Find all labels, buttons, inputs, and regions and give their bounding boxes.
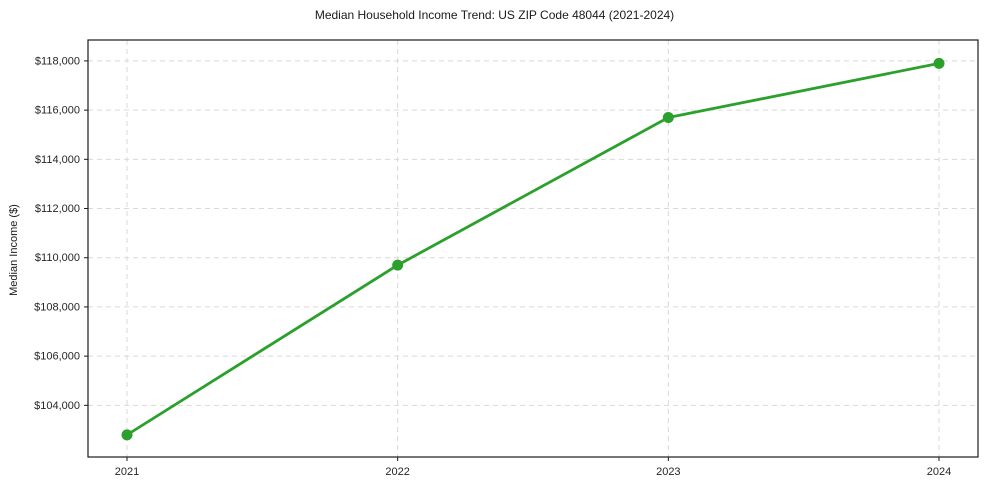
y-tick-label: $112,000: [35, 203, 80, 215]
y-tick-label: $106,000: [34, 351, 80, 363]
data-point-marker: [662, 111, 674, 123]
y-tick-label: $118,000: [35, 55, 80, 67]
chart-title: Median Household Income Trend: US ZIP Co…: [314, 8, 675, 22]
y-tick-label: $114,000: [35, 154, 80, 166]
plot-border: [87, 39, 979, 458]
x-tick-label: 2024: [927, 466, 951, 478]
data-point-marker: [933, 57, 945, 69]
data-point-marker: [392, 259, 404, 271]
data-point-marker: [121, 429, 133, 441]
x-tick-label: 2021: [115, 466, 139, 478]
trend-line: [125, 61, 941, 437]
y-tick-label: $108,000: [34, 301, 80, 313]
y-tick-label: $110,000: [35, 252, 80, 264]
x-tick-label: 2023: [656, 466, 680, 478]
y-tick-label: $116,000: [35, 105, 80, 117]
y-tick-label: $104,000: [34, 400, 80, 412]
x-tick-label: 2022: [385, 466, 409, 478]
